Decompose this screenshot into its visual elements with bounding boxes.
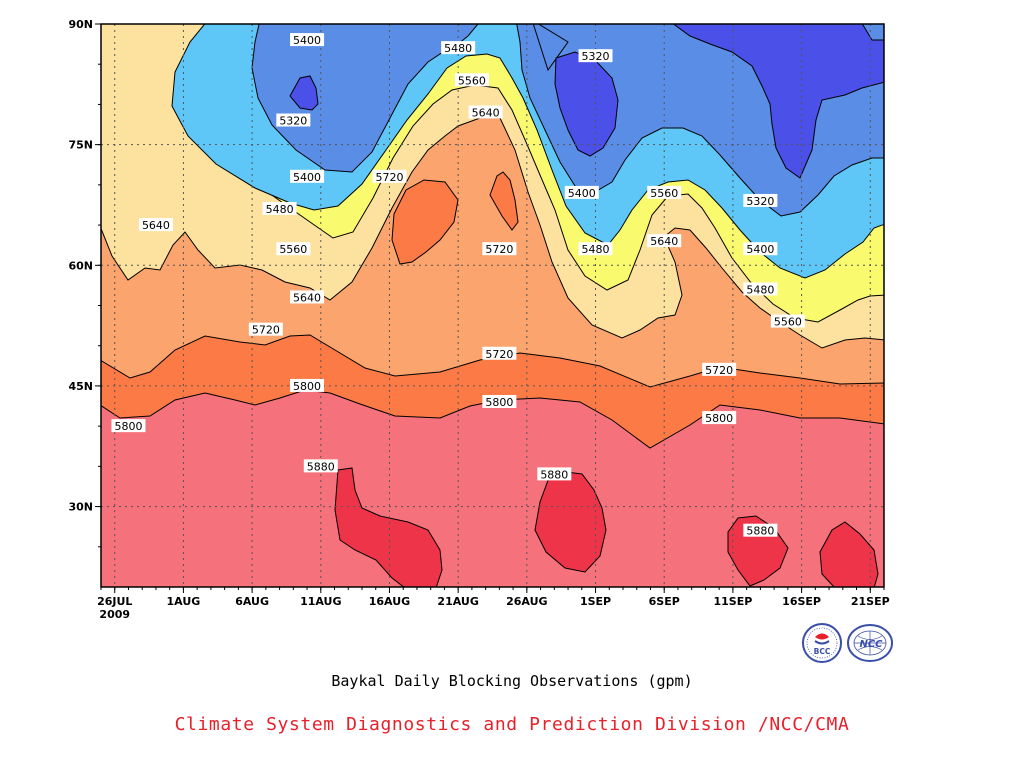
contour-label: 5480: [743, 282, 778, 296]
contour-label-text: 5400: [293, 34, 321, 47]
y-tick-label: 30N: [68, 501, 93, 514]
x-year-label: 2009: [99, 608, 130, 621]
chart-credit: Climate System Diagnostics and Predictio…: [174, 714, 850, 735]
contour-label-text: 5720: [485, 243, 513, 256]
bcc-logo-text: BCC: [814, 647, 831, 656]
x-tick-label: 1AUG: [167, 595, 201, 608]
band-5720-5800-high-b: [489, 171, 519, 231]
contour-label: 5480: [262, 201, 297, 216]
contour-label: 5720: [248, 322, 283, 337]
contour-label: 5480: [441, 41, 476, 55]
contour-label: 5720: [702, 362, 737, 377]
contour-label-text: 5560: [458, 74, 486, 87]
x-tick-label: 1SEP: [580, 595, 611, 608]
contour-label: 5640: [138, 218, 173, 232]
y-tick-label: 60N: [68, 259, 93, 272]
band-lt5320: [289, 24, 884, 179]
contour-label-text: 5640: [293, 291, 321, 304]
contour-label-text: 5640: [650, 235, 678, 248]
contour-label-text: 5800: [485, 396, 513, 409]
band-5720-5800-high-a: [391, 179, 459, 265]
contour-label: 5640: [468, 105, 503, 119]
contour-label-text: 5720: [252, 324, 280, 337]
y-tick-label: 45N: [68, 380, 93, 393]
contour-label: 5560: [454, 73, 489, 87]
ncc-logo-text: NCC: [859, 639, 883, 650]
x-tick-label: 16SEP: [782, 595, 821, 608]
contour-label-text: 5880: [746, 525, 774, 538]
contour-label-text: 5320: [582, 50, 610, 63]
x-tick-label: 11AUG: [300, 595, 341, 608]
contour-label: 5400: [290, 33, 325, 47]
contour-label: 5800: [111, 419, 146, 433]
y-tick-label: 90N: [68, 18, 93, 31]
contour-label: 5720: [482, 242, 517, 256]
axis-ticks: [95, 23, 885, 593]
contour-label-text: 5480: [582, 243, 610, 256]
contour-label: 5560: [770, 314, 805, 329]
x-tick-label: 6SEP: [649, 595, 680, 608]
contour-label-text: 5480: [266, 203, 294, 216]
x-axis: 26JUL 1AUG 6AUG 11AUG 16AUG 21AUG 26AUG 1SEP 6SE…: [97, 595, 890, 621]
contour-label-text: 5320: [746, 195, 774, 208]
x-tick-label: 21SEP: [851, 595, 890, 608]
plot-area: 5400 5320 5480 5320 5560 5640 5400 5720 5480 5400…: [101, 24, 884, 587]
bcc-logo: BCC: [802, 623, 842, 663]
contour-label-text: 5400: [568, 187, 596, 200]
contour-label-text: 5560: [774, 316, 802, 329]
contour-label-text: 5880: [307, 460, 335, 473]
band-gt5880-d: [819, 521, 879, 587]
grid: [101, 24, 884, 587]
contour-label: 5880: [743, 523, 778, 538]
x-tick-label: 16AUG: [369, 595, 410, 608]
x-tick-label: 6AUG: [235, 595, 269, 608]
contour-label-text: 5480: [746, 283, 774, 296]
contour-label: 5800: [482, 395, 517, 409]
contour-label: 5720: [372, 169, 407, 184]
contour-label-text: 5880: [540, 468, 568, 481]
contour-label: 5400: [564, 185, 599, 200]
y-tick-label: 75N: [68, 139, 93, 152]
contour-label-text: 5720: [375, 171, 403, 184]
contour-label-text: 5400: [746, 243, 774, 256]
contour-label: 5560: [647, 185, 682, 200]
contour-label: 5320: [276, 113, 311, 128]
contour-label-text: 5560: [650, 187, 678, 200]
contour-label: 5640: [647, 234, 682, 248]
contour-label: 5400: [743, 242, 778, 256]
band-gt5880-a: [334, 467, 443, 587]
contour-label-text: 5320: [279, 115, 307, 128]
contour-label: 5480: [578, 242, 613, 256]
contour-label-text: 5400: [293, 171, 321, 184]
x-tick-label: 26AUG: [506, 595, 547, 608]
y-axis: 30N 45N 60N 75N 90N: [68, 18, 93, 514]
contour-label-text: 5560: [279, 243, 307, 256]
contour-label-text: 5720: [485, 348, 513, 361]
contour-label: 5320: [578, 49, 613, 63]
contour-label: 5800: [290, 378, 325, 393]
ncc-logo: NCC: [847, 624, 893, 662]
band-gt5880-b: [534, 471, 607, 573]
contour-label: 5560: [276, 242, 311, 256]
contour-label-text: 5800: [293, 380, 321, 393]
contour-labels: 5400 5320 5480 5320 5560 5640 5400 5720 5480 5400…: [111, 33, 805, 538]
contour-label-text: 5800: [705, 412, 733, 425]
contour-label: 5800: [702, 411, 737, 425]
contour-label: 5640: [290, 290, 325, 304]
contour-label-text: 5800: [114, 420, 142, 433]
contour-label: 5880: [303, 459, 338, 473]
contour-label: 5320: [743, 193, 778, 208]
contour-label-text: 5640: [142, 219, 170, 232]
contour-label-text: 5480: [444, 42, 472, 55]
contour-label: 5400: [290, 169, 325, 184]
contour-label-text: 5640: [472, 106, 500, 119]
x-tick-label: 21AUG: [437, 595, 478, 608]
x-tick-label: 11SEP: [713, 595, 752, 608]
x-tick-label: 26JUL: [97, 595, 132, 608]
contour-label-text: 5720: [705, 364, 733, 377]
contour-label: 5880: [537, 467, 572, 481]
chart-caption: Baykal Daily Blocking Observations (gpm): [331, 672, 693, 690]
contour-label: 5720: [482, 346, 517, 361]
